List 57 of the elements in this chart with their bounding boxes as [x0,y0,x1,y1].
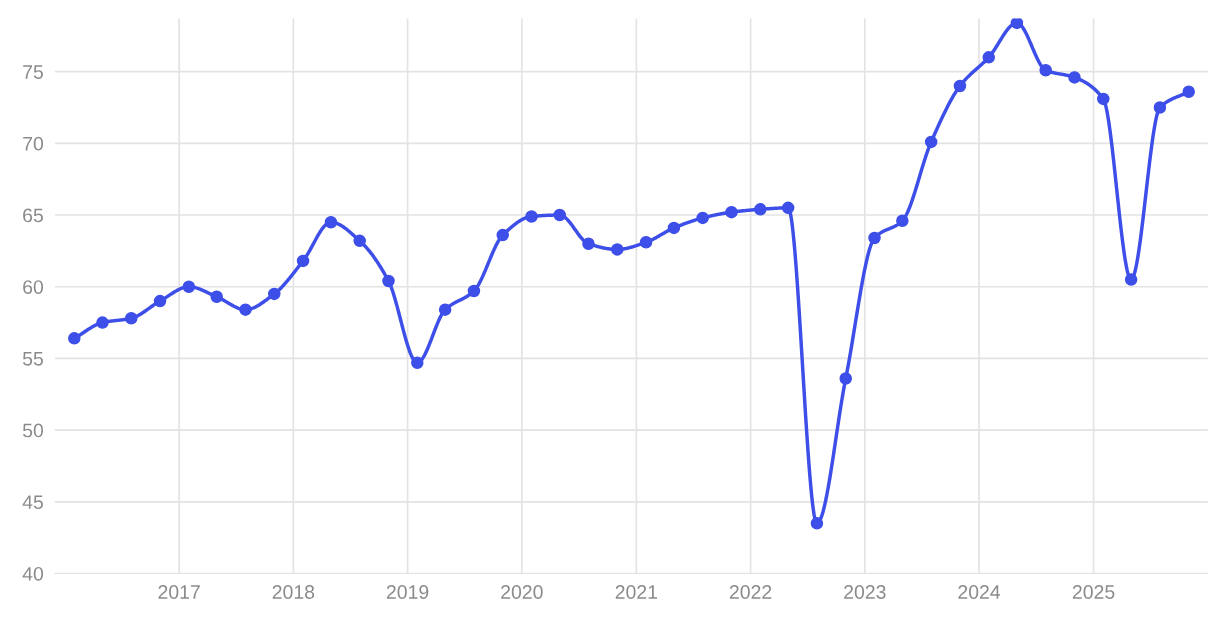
y-tick-label: 45 [22,495,43,510]
point [525,210,538,223]
x-tick-label: 2017 [158,585,200,599]
point [210,290,223,304]
point [411,356,424,369]
point [754,203,767,216]
y-tick-label: 65 [23,208,43,223]
point [239,303,252,316]
point [268,287,281,301]
point [924,135,938,149]
point [667,221,681,235]
point [68,332,81,345]
point [839,372,852,385]
x-tick-label: 2023 [844,585,886,599]
point [696,211,709,225]
point [467,284,481,298]
point [96,316,109,329]
point [953,79,967,93]
point [810,517,824,530]
x-tick-label: 2024 [958,585,1001,599]
point [296,254,310,268]
point [781,201,795,215]
point [125,312,138,325]
point [1153,101,1167,114]
point [611,243,624,256]
point [1010,18,1024,30]
x-tick-label: 2020 [501,585,543,599]
y-tick-label: 55 [22,352,43,366]
y-tick-label: 50 [22,423,44,438]
point [1039,63,1052,77]
y-tick-label: 75 [23,65,43,79]
point [324,215,338,229]
point [1097,92,1110,106]
x-tick-label: 2025 [1072,585,1115,599]
point [438,303,452,316]
point [1182,85,1195,98]
point [382,274,395,288]
point [153,294,167,308]
y-tick-label: 60 [23,280,44,294]
point [1124,273,1138,286]
point [639,236,653,249]
point [496,228,509,242]
point [553,208,566,222]
x-tick-label: 2021 [615,585,658,599]
point [1068,71,1081,84]
y-tick-label: 70 [23,136,44,151]
point [582,237,595,250]
point [725,205,738,219]
x-tick-label: 2019 [386,585,429,599]
y-tick-label: 40 [22,566,44,581]
point [353,234,366,248]
x-tick-label: 2018 [272,585,315,599]
point [868,231,881,245]
x-tick-label: 2022 [729,585,772,599]
point [982,51,995,64]
point [182,280,196,293]
point [896,214,909,228]
